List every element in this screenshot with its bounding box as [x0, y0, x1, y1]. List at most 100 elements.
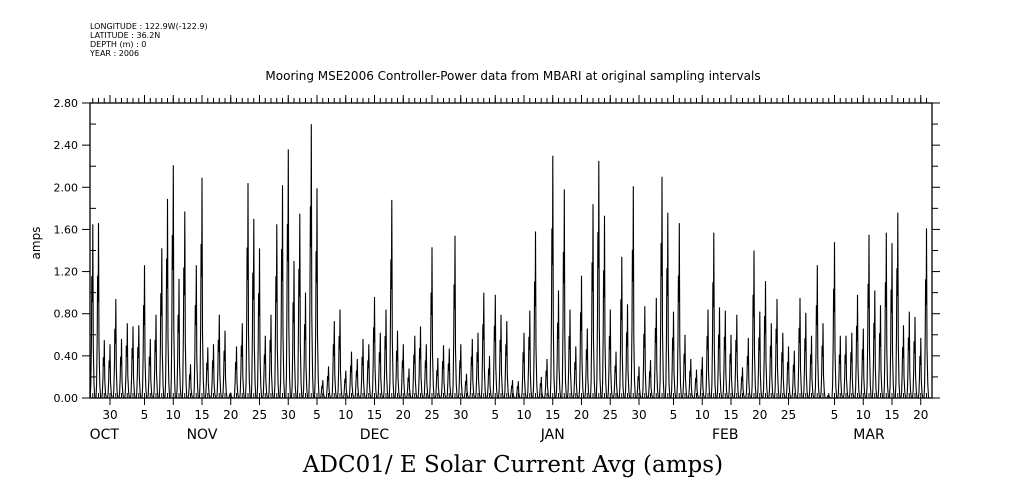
daily-peak-mark: [118, 338, 125, 399]
y-tick-label: 2.40: [54, 139, 79, 152]
daily-peak-mark: [584, 328, 590, 399]
daily-peak-mark: [877, 305, 884, 399]
daily-peak-mark: [894, 212, 901, 399]
daily-peak-mark: [842, 335, 849, 399]
daily-peak-mark: [244, 183, 251, 399]
daily-peak-mark: [417, 326, 424, 399]
daily-peak-mark: [147, 338, 153, 399]
daily-peak-mark: [308, 124, 314, 399]
y-tick-label: 0.80: [54, 308, 79, 321]
x-tick-label: 15: [194, 408, 209, 422]
daily-peak-mark: [227, 392, 234, 399]
daily-peak-mark: [831, 242, 838, 399]
daily-peak-mark: [676, 223, 682, 399]
daily-peak-mark: [848, 332, 855, 399]
daily-peak-mark: [756, 311, 763, 399]
daily-peak-mark: [273, 224, 280, 399]
x-tick-label: 5: [670, 408, 678, 422]
daily-peak-mark: [687, 358, 694, 399]
daily-peak-mark: [285, 149, 291, 399]
x-tick-label: 10: [856, 408, 871, 422]
daily-peak-mark: [595, 160, 602, 399]
daily-peak-mark: [262, 335, 268, 399]
daily-peak-mark: [796, 297, 803, 399]
daily-peak-mark: [256, 248, 263, 399]
x-tick-label: 5: [141, 408, 149, 422]
daily-peak-mark: [371, 296, 378, 399]
daily-peak-mark: [474, 332, 481, 399]
y-tick-label: 2.00: [54, 181, 79, 194]
axes: 0.00 0.40 0.80 1.20 1.60 2.00 2.40 2.80 30 5 10 15 2…: [54, 95, 940, 443]
longitude-label: LONGITUDE : 122.9W(-122.9): [90, 22, 208, 31]
latitude-label: LATITUDE : 36.2N: [90, 31, 161, 40]
daily-peak-mark: [216, 314, 222, 399]
y-tick-label: 0.40: [54, 350, 79, 363]
daily-peak-mark: [89, 224, 96, 399]
daily-peak-mark: [204, 347, 211, 399]
x-tick-label: 5: [313, 408, 321, 422]
daily-peak-mark: [883, 232, 889, 399]
daily-peak-mark: [302, 292, 309, 399]
daily-peak-mark: [106, 344, 113, 399]
daily-peak-mark: [170, 165, 176, 399]
daily-peak-mark: [112, 298, 119, 399]
daily-peak-mark: [354, 358, 360, 399]
month-label: JAN: [540, 427, 565, 443]
daily-peak-mark: [382, 309, 389, 399]
daily-peak-mark: [578, 275, 585, 399]
x-tick-label: 20: [752, 408, 767, 422]
x-tick-label: 25: [781, 408, 796, 422]
x-tick-label: 30: [453, 408, 468, 422]
daily-peak-mark: [423, 344, 429, 399]
x-tick-label: 30: [281, 408, 296, 422]
daily-peak-mark: [785, 346, 792, 399]
daily-peak-mark: [480, 292, 487, 399]
daily-peak-mark: [296, 213, 303, 399]
daily-peak-mark: [716, 307, 723, 399]
daily-peak-mark: [250, 218, 257, 399]
daily-peak-mark: [446, 348, 452, 399]
y-tick-label: 0.00: [54, 392, 79, 405]
daily-peak-mark: [601, 215, 608, 399]
daily-peak-mark: [400, 344, 406, 399]
daily-peak-mark: [486, 355, 493, 399]
daily-peak-mark: [210, 344, 217, 399]
x-tick-label: 20: [913, 408, 928, 422]
daily-peak-mark: [331, 321, 337, 399]
daily-peak-mark: [175, 278, 182, 399]
daily-peak-mark: [267, 314, 274, 399]
x-tick-label: 15: [367, 408, 382, 422]
daily-peak-mark: [503, 321, 510, 399]
daily-peak-mark: [693, 369, 700, 399]
depth-label: DEPTH (m) : 0: [90, 40, 147, 49]
x-tick-label: 20: [396, 408, 411, 422]
daily-peak-mark: [837, 335, 843, 399]
daily-peak-mark: [808, 335, 815, 399]
daily-peak-mark: [221, 330, 228, 399]
daily-peak-mark: [704, 309, 711, 399]
daily-peak-mark: [871, 290, 878, 399]
daily-peak-mark: [101, 340, 107, 399]
daily-peak-mark: [572, 346, 579, 399]
daily-peak-mark: [325, 366, 332, 399]
daily-peak-mark: [561, 189, 567, 399]
daily-peak-mark: [279, 185, 286, 399]
daily-peak-mark: [457, 344, 464, 399]
variable-title: ADC01/ E Solar Current Avg (amps): [302, 452, 724, 478]
chart-title: Mooring MSE2006 Controller-Power data fr…: [265, 69, 761, 83]
daily-peak-mark: [670, 311, 677, 399]
daily-peak-mark: [164, 198, 171, 399]
daily-peak-mark: [497, 314, 504, 399]
y-tick-label: 2.80: [54, 97, 79, 110]
daily-peak-mark: [411, 335, 418, 399]
daily-peak-mark: [658, 176, 665, 399]
daily-peak-mark: [779, 332, 786, 399]
daily-peak-mark: [607, 309, 613, 399]
month-label: MAR: [853, 427, 885, 443]
daily-peak-mark: [750, 250, 757, 399]
daily-peak-mark: [388, 199, 395, 399]
daily-peak-mark: [739, 367, 746, 399]
daily-peak-mark: [129, 326, 136, 399]
daily-peak-mark: [860, 328, 866, 399]
daily-peak-mark: [336, 309, 343, 399]
